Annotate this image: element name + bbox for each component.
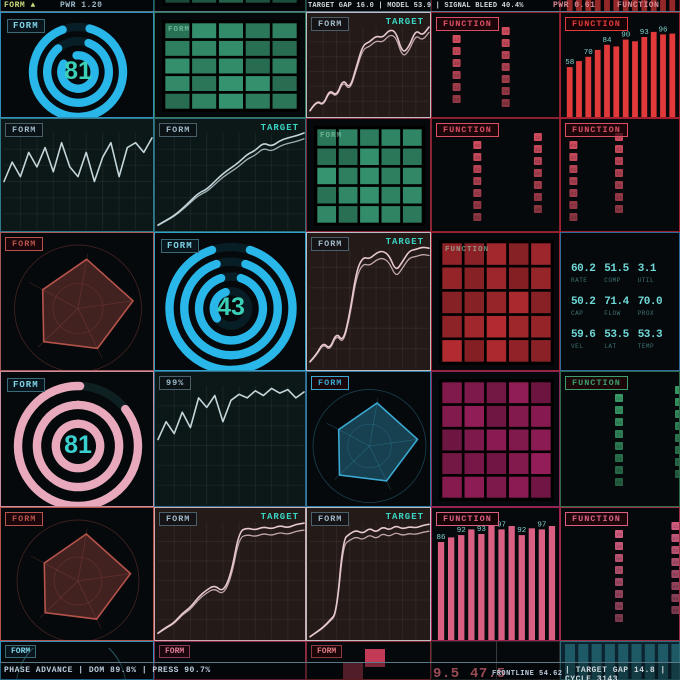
svg-text:57: 57 (673, 536, 679, 542)
svg-text:30: 30 (676, 424, 680, 430)
svg-text:14: 14 (676, 436, 680, 442)
svg-text:93: 93 (477, 526, 487, 534)
svg-text:41: 41 (616, 147, 622, 153)
svg-text:28: 28 (616, 604, 622, 610)
svg-text:72: 72 (676, 460, 680, 466)
svg-text:100: 100 (631, 642, 642, 643)
svg-text:93: 93 (616, 159, 622, 165)
svg-text:16: 16 (616, 171, 622, 177)
svg-text:84: 84 (503, 101, 509, 107)
svg-text:40: 40 (474, 143, 480, 149)
svg-text:14: 14 (503, 89, 509, 95)
svg-text:56: 56 (454, 73, 460, 79)
svg-text:31: 31 (454, 85, 460, 91)
svg-text:58: 58 (565, 59, 574, 67)
svg-text:23: 23 (474, 167, 480, 173)
svg-text:84: 84 (602, 37, 612, 45)
svg-text:17: 17 (535, 195, 541, 201)
svg-text:95: 95 (616, 580, 622, 586)
svg-text:77: 77 (616, 568, 622, 574)
svg-text:100: 100 (591, 642, 602, 643)
svg-text:71: 71 (474, 191, 480, 197)
svg-text:100: 100 (618, 642, 629, 643)
svg-text:64: 64 (616, 420, 622, 426)
svg-text:77: 77 (571, 203, 577, 209)
svg-text:54: 54 (616, 592, 622, 598)
svg-text:60: 60 (474, 179, 480, 185)
svg-text:93: 93 (676, 412, 680, 418)
svg-text:86: 86 (673, 608, 679, 614)
svg-text:38: 38 (535, 207, 541, 213)
svg-text:89: 89 (571, 143, 577, 149)
svg-text:11: 11 (673, 524, 679, 530)
svg-text:45: 45 (676, 400, 680, 406)
svg-text:94: 94 (616, 556, 622, 562)
svg-text:68: 68 (673, 584, 679, 590)
svg-text:42: 42 (571, 155, 577, 161)
svg-text:98: 98 (673, 596, 679, 602)
svg-text:17: 17 (454, 37, 460, 43)
svg-text:71: 71 (673, 548, 679, 554)
svg-text:87: 87 (503, 53, 509, 59)
svg-text:45: 45 (673, 560, 679, 566)
svg-text:97: 97 (537, 521, 546, 529)
svg-text:92: 92 (673, 572, 679, 578)
svg-text:12: 12 (535, 147, 541, 153)
svg-text:87: 87 (503, 77, 509, 83)
svg-text:100: 100 (578, 642, 589, 643)
svg-text:58: 58 (616, 616, 622, 622)
svg-text:86: 86 (436, 534, 446, 542)
svg-text:30: 30 (616, 183, 622, 189)
svg-text:69: 69 (616, 480, 622, 486)
svg-text:29: 29 (474, 203, 480, 209)
svg-text:100: 100 (644, 642, 655, 643)
svg-text:14: 14 (616, 408, 622, 414)
svg-text:37: 37 (503, 65, 509, 71)
svg-text:44: 44 (616, 544, 622, 550)
svg-text:93: 93 (640, 29, 650, 37)
svg-text:21: 21 (454, 49, 460, 55)
svg-text:61: 61 (535, 159, 541, 165)
svg-text:21: 21 (474, 215, 480, 221)
svg-text:93: 93 (571, 191, 577, 197)
svg-text:92: 92 (457, 527, 466, 535)
svg-text:83: 83 (616, 444, 622, 450)
svg-text:42: 42 (503, 41, 509, 47)
svg-text:83: 83 (616, 396, 622, 402)
svg-text:100: 100 (604, 642, 615, 643)
svg-text:20: 20 (454, 61, 460, 67)
svg-text:98: 98 (571, 179, 577, 185)
svg-text:96: 96 (658, 26, 668, 34)
svg-text:24: 24 (616, 195, 622, 201)
svg-text:57: 57 (616, 207, 622, 213)
svg-text:18: 18 (535, 135, 541, 141)
svg-text:76: 76 (676, 448, 680, 454)
svg-text:48: 48 (474, 155, 480, 161)
svg-text:36: 36 (616, 468, 622, 474)
svg-text:100: 100 (565, 642, 576, 643)
svg-text:90: 90 (621, 32, 631, 40)
svg-text:100: 100 (671, 642, 680, 643)
svg-text:70: 70 (584, 49, 594, 57)
svg-text:11: 11 (616, 456, 622, 462)
svg-text:51: 51 (676, 472, 680, 478)
svg-text:95: 95 (454, 97, 460, 103)
svg-text:80: 80 (535, 171, 541, 177)
svg-text:72: 72 (676, 388, 680, 394)
svg-text:55: 55 (571, 167, 577, 173)
svg-text:47: 47 (535, 183, 541, 189)
svg-text:49: 49 (503, 29, 509, 35)
svg-text:71: 71 (616, 432, 622, 438)
svg-text:92: 92 (517, 527, 526, 535)
svg-text:13: 13 (571, 215, 577, 221)
svg-text:100: 100 (658, 642, 669, 643)
svg-text:70: 70 (616, 532, 622, 538)
